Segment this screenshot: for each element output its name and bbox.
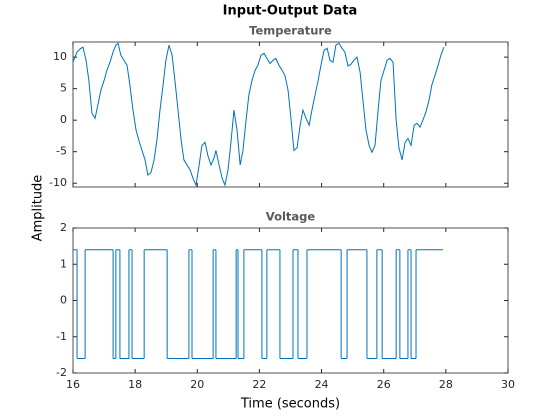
y-tick-label: 0 [60, 113, 67, 126]
y-tick-label: -2 [56, 366, 67, 379]
figure-title: Input-Output Data [223, 4, 358, 19]
subplot-title: Voltage [266, 210, 316, 224]
x-tick-label: 20 [190, 378, 204, 391]
x-tick-label: 22 [252, 378, 266, 391]
x-axis-label: Time (seconds) [240, 397, 340, 412]
y-tick-label: -1 [56, 330, 67, 343]
x-tick-label: 24 [315, 378, 329, 391]
subplot-title: Temperature [249, 24, 332, 38]
x-tick-label: 30 [501, 378, 515, 391]
x-tick-label: 28 [439, 378, 453, 391]
x-tick-label: 26 [377, 378, 391, 391]
plot-area [72, 227, 509, 374]
y-tick-label: 10 [53, 50, 67, 63]
x-tick-label: 16 [66, 378, 80, 391]
y-tick-label: -5 [56, 145, 67, 158]
y-tick-label: -10 [49, 176, 67, 189]
y-tick-label: 5 [60, 82, 67, 95]
y-axis-label: Amplitude [31, 175, 46, 242]
data-line [72, 42, 445, 187]
y-tick-label: 2 [60, 221, 67, 234]
y-tick-label: 1 [60, 257, 67, 270]
y-tick-label: 0 [60, 294, 67, 307]
x-tick-label: 18 [128, 378, 142, 391]
